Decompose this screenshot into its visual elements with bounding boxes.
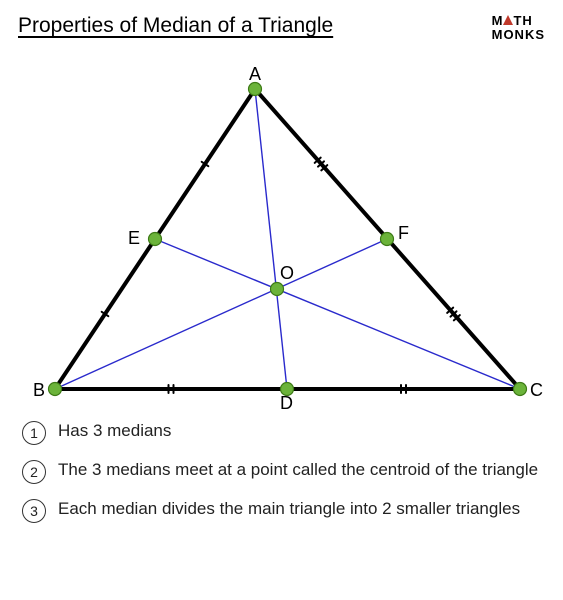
svg-text:F: F: [398, 223, 409, 243]
svg-text:O: O: [280, 263, 294, 283]
property-item: 3 Each median divides the main triangle …: [22, 498, 541, 523]
item-text: Each median divides the main triangle in…: [58, 498, 541, 521]
svg-text:C: C: [530, 380, 543, 400]
item-number: 1: [22, 421, 46, 445]
property-item: 2 The 3 medians meet at a point called t…: [22, 459, 541, 484]
properties-list: 1 Has 3 medians 2 The 3 medians meet at …: [0, 414, 563, 523]
svg-text:E: E: [128, 228, 140, 248]
property-item: 1 Has 3 medians: [22, 420, 541, 445]
item-text: The 3 medians meet at a point called the…: [58, 459, 541, 482]
svg-text:A: A: [249, 64, 261, 84]
svg-text:D: D: [280, 393, 293, 413]
svg-text:B: B: [33, 380, 45, 400]
item-number: 2: [22, 460, 46, 484]
item-text: Has 3 medians: [58, 420, 541, 443]
page-title: Properties of Median of a Triangle: [18, 14, 333, 37]
math-monks-logo: MTH MONKS: [492, 14, 545, 41]
triangle-diagram: A B C D E F O: [0, 44, 563, 414]
logo-triangle-icon: [503, 15, 513, 25]
header: Properties of Median of a Triangle MTH M…: [0, 0, 563, 44]
item-number: 3: [22, 499, 46, 523]
